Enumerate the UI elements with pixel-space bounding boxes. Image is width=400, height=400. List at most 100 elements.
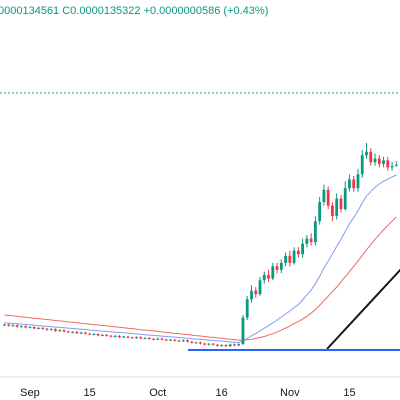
candle-body [207,343,211,345]
candle-body [322,189,326,203]
candle-body [186,340,189,342]
candle-body [32,327,36,329]
candle-body [254,290,258,295]
candle-body [343,188,347,210]
candle-body [147,338,151,340]
candle-body [198,342,202,344]
candle-body [3,324,6,326]
candle-body [288,255,292,263]
candle-body [75,331,79,334]
candle-body [126,336,130,338]
x-tick-label: Sep [20,387,40,399]
ohlc-header: 0000134561 C0.0000135322 +0.0000000586 (… [0,5,268,17]
candle-body [118,335,121,338]
candle-body [139,337,143,339]
candle-body [173,339,177,341]
candle-body [275,266,279,270]
candle-body [100,334,104,336]
candle-body [348,179,351,189]
candle-body [28,327,32,329]
candle-body [335,198,339,216]
candle-body [313,221,317,243]
candle-body [241,317,245,345]
candle-body [224,345,228,347]
candle-body [130,337,134,339]
candle-body [88,333,91,335]
x-tick-label: 16 [216,387,228,399]
candle-body [228,344,232,347]
candle-body [369,151,373,163]
candle-body [233,344,236,346]
candle-body [79,332,83,334]
candle-body [352,179,356,189]
candle-body [220,345,224,347]
candle-body [360,155,364,175]
candle-body [181,340,185,342]
candle-body [7,324,11,326]
x-tick-label: 15 [83,387,95,399]
candle-body [45,328,49,330]
candle-body [156,338,160,340]
candle-body [331,205,334,216]
candle-body [339,198,343,210]
candle-body [62,330,66,332]
candle-body [284,255,287,263]
candle-body [292,250,296,263]
candle-body [245,299,249,318]
candle-body [109,335,113,337]
candle-body [113,335,117,337]
candle-body [41,327,45,329]
trend-line [326,268,400,350]
candle-body [237,344,241,346]
candle-body [164,339,168,341]
candle-body [271,266,275,279]
candle-body [54,329,57,331]
candle-body [152,338,155,340]
candle-body [194,342,198,344]
candle-body [83,332,87,334]
candle-body [135,337,138,339]
candle-body [390,166,394,168]
x-tick-label: Nov [280,387,300,399]
moving-average [4,174,397,344]
candle-body [143,338,147,340]
candle-body [66,331,70,333]
candle-body [37,327,40,329]
candle-body [301,243,304,255]
candle-body [382,160,385,164]
x-tick-label: 15 [343,387,355,399]
candle-body [169,339,172,341]
moving-average [4,216,397,341]
candle-body [216,344,219,346]
candle-body [24,326,28,328]
candle-body [326,189,330,206]
candle-body [96,334,100,336]
candle-body [365,151,368,156]
candle-body [160,338,164,340]
candle-body [258,280,262,295]
candle-body [190,341,194,343]
candle-body [309,238,313,243]
x-tick-label: Oct [149,387,166,399]
candle-body [386,160,390,168]
candle-body [71,331,74,333]
candle-body [11,325,15,327]
candle-body [58,330,62,332]
candle-body [318,202,322,222]
candle-body [15,325,19,327]
candle-body [203,343,207,345]
candle-body [92,334,96,336]
candle-body [356,174,360,189]
candle-body [305,238,309,244]
candle-body [211,343,215,345]
candle-body [296,250,300,255]
candle-body [262,275,266,281]
candle-body [267,275,270,279]
candle-body [20,326,23,328]
candle-body [377,158,381,164]
candle-body [279,262,283,270]
candle-body [394,165,398,167]
candle-body [177,340,181,342]
